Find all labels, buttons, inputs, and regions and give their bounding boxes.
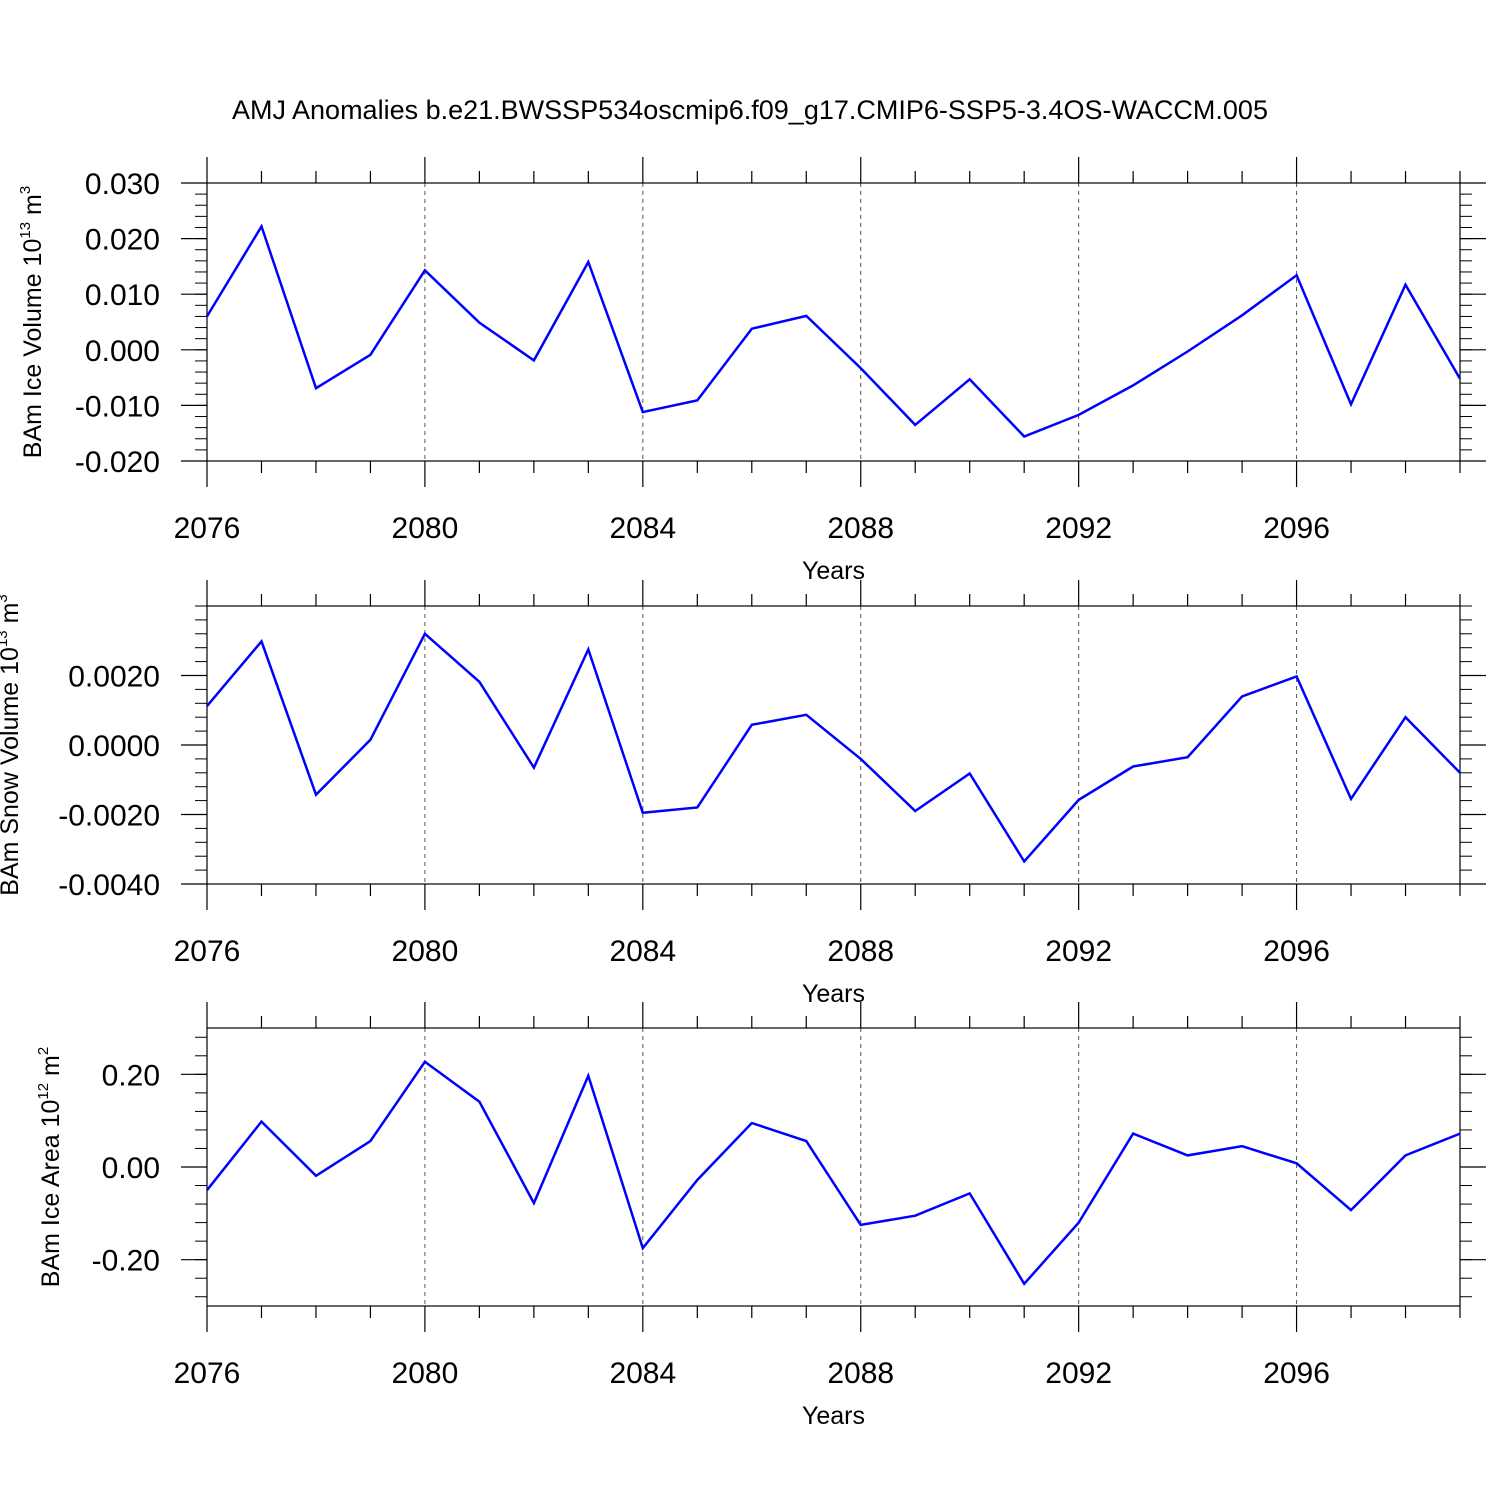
chart-title: AMJ Anomalies b.e21.BWSSP534oscmip6.f09_… <box>232 95 1268 125</box>
x-tick-label: 2088 <box>827 1357 894 1390</box>
x-tick-label: 2076 <box>174 1357 241 1390</box>
plot-frame <box>206 1027 1461 1307</box>
y-tick-label: 0.010 <box>85 279 160 312</box>
plot-frame <box>206 182 1461 462</box>
x-tick-label: 2092 <box>1045 1357 1112 1390</box>
x-tick-label: 2096 <box>1263 935 1330 968</box>
x-tick-label: 2088 <box>827 512 894 545</box>
x-tick-label: 2096 <box>1263 512 1330 545</box>
y-axis-label: BAm Ice Volume 1013 m3 <box>17 186 47 458</box>
y-tick-label: 0.0020 <box>68 661 160 694</box>
plot-frame <box>206 605 1461 885</box>
x-tick-label: 2080 <box>392 512 459 545</box>
y-tick-label: 0.00 <box>102 1152 160 1185</box>
y-tick-label: -0.010 <box>75 390 160 423</box>
y-tick-label: 0.030 <box>85 168 160 201</box>
x-tick-label: 2080 <box>392 935 459 968</box>
y-tick-label: -0.020 <box>75 446 160 479</box>
panel-ice-area: -0.20 0.00 0.20 2076 2080 2084 2088 2092 2096 Yea… <box>35 1002 1486 1430</box>
x-tick-label: 2076 <box>174 512 241 545</box>
panel-ice-volume: -0.020 -0.010 0.000 0.010 0.020 0.030 2076 2080… <box>17 157 1486 585</box>
x-tick-label: 2084 <box>609 935 676 968</box>
y-axis-label: BAm Snow Volume 1013 m3 <box>0 594 24 896</box>
y-axis-label: BAm Ice Area 1012 m2 <box>35 1047 65 1287</box>
y-tick-label: -0.0020 <box>58 800 160 833</box>
y-tick-label: 0.020 <box>85 224 160 257</box>
series-line <box>206 631 1461 864</box>
y-tick-label: -0.20 <box>92 1245 160 1278</box>
x-axis-label: Years <box>802 1402 865 1430</box>
x-tick-label: 2088 <box>827 935 894 968</box>
y-tick-label: 0.0000 <box>68 730 160 763</box>
x-tick-label: 2084 <box>609 1357 676 1390</box>
series-line <box>205 223 1462 438</box>
y-tick-label: -0.0040 <box>58 869 160 902</box>
x-tick-label: 2092 <box>1045 935 1112 968</box>
x-tick-label: 2092 <box>1045 512 1112 545</box>
panel-snow-volume: -0.0040 -0.0020 0.0000 0.0020 2076 2080 2084 20… <box>0 580 1486 1008</box>
x-tick-label: 2080 <box>392 1357 459 1390</box>
x-tick-label: 2096 <box>1263 1357 1330 1390</box>
x-axis-label: Years <box>802 980 865 1008</box>
x-axis-label: Years <box>802 557 865 585</box>
x-tick-label: 2076 <box>174 935 241 968</box>
x-tick-label: 2084 <box>609 512 676 545</box>
series-line <box>206 1060 1461 1286</box>
y-tick-label: 0.000 <box>85 335 160 368</box>
y-tick-label: 0.20 <box>102 1059 160 1092</box>
